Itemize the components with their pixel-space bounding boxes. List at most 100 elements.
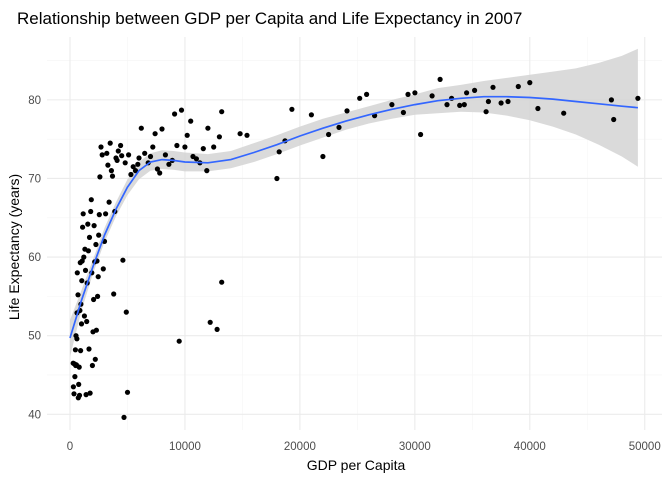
data-point	[72, 374, 78, 380]
data-point	[74, 336, 80, 342]
data-point	[70, 384, 76, 390]
data-point	[98, 144, 104, 150]
data-point	[76, 381, 82, 387]
data-point	[457, 102, 463, 108]
data-point	[483, 109, 489, 115]
data-point	[114, 157, 120, 163]
x-tick-label: 0	[67, 441, 73, 453]
y-axis-ticks: 40 50 60 70 80	[28, 95, 41, 421]
data-point	[207, 319, 213, 325]
data-point	[80, 211, 86, 217]
x-axis-ticks: 0 10000 20000 30000 40000 50000	[67, 441, 661, 453]
x-tick-label: 10000	[169, 441, 201, 453]
data-point	[91, 296, 97, 303]
data-point	[437, 76, 443, 82]
data-point	[120, 257, 126, 263]
data-point	[123, 309, 129, 315]
data-point	[320, 153, 326, 160]
data-point	[159, 126, 165, 132]
data-point	[237, 131, 243, 137]
data-point	[485, 98, 491, 105]
data-point	[105, 162, 111, 168]
data-point	[274, 175, 280, 182]
data-point	[96, 212, 102, 218]
minor-gridlines	[47, 37, 662, 430]
data-point	[200, 146, 206, 152]
data-point	[87, 390, 93, 396]
data-point	[444, 102, 450, 108]
data-point	[119, 153, 125, 159]
data-point	[130, 164, 136, 170]
data-point	[99, 152, 105, 158]
data-point	[103, 211, 109, 217]
chart-title: Relationship between GDP per Capita and …	[17, 9, 522, 28]
data-point	[211, 144, 217, 150]
data-point	[635, 95, 641, 101]
data-point	[132, 168, 139, 174]
data-point	[96, 232, 102, 238]
data-point	[561, 110, 567, 116]
data-point	[214, 326, 220, 332]
data-point	[95, 274, 101, 280]
data-point	[505, 98, 511, 105]
data-point	[109, 173, 116, 179]
data-point	[86, 234, 93, 240]
data-point	[128, 171, 134, 178]
data-point	[429, 93, 435, 99]
data-point	[85, 248, 91, 254]
data-point	[152, 131, 158, 137]
data-point	[515, 83, 521, 90]
data-point	[276, 149, 282, 155]
data-point	[193, 156, 199, 162]
data-point	[472, 87, 478, 93]
data-point	[405, 91, 411, 97]
data-point	[100, 266, 106, 272]
data-point	[162, 152, 168, 158]
data-point	[91, 223, 97, 229]
data-point	[86, 346, 92, 352]
data-point	[121, 414, 127, 420]
data-point	[412, 90, 418, 96]
data-point	[184, 132, 190, 138]
data-point	[174, 142, 180, 149]
y-tick-label: 60	[28, 252, 41, 264]
data-point	[89, 362, 95, 369]
data-point	[205, 125, 211, 131]
data-point	[81, 313, 87, 319]
data-point	[219, 279, 225, 285]
y-tick-label: 80	[28, 95, 41, 107]
data-point	[122, 160, 128, 166]
y-tick-label: 70	[28, 173, 41, 185]
data-point	[527, 80, 533, 86]
data-point	[389, 102, 395, 108]
data-point	[464, 90, 470, 96]
data-point	[182, 144, 188, 150]
data-point	[400, 109, 406, 116]
data-point	[80, 224, 86, 230]
data-point	[115, 148, 121, 154]
data-point	[97, 174, 103, 180]
data-point	[136, 155, 142, 161]
data-point	[124, 389, 131, 395]
data-point	[88, 197, 94, 203]
data-point	[147, 153, 154, 160]
data-point	[490, 84, 496, 90]
data-point	[178, 107, 185, 113]
data-point	[308, 112, 314, 118]
major-gridlines	[47, 37, 662, 430]
data-point	[92, 356, 98, 362]
data-point	[76, 364, 82, 370]
data-point	[83, 392, 89, 398]
y-tick-label: 40	[28, 409, 41, 421]
y-axis-title: Life Expectancy (years)	[6, 174, 22, 320]
data-point	[138, 125, 144, 131]
data-point	[326, 131, 332, 138]
data-point	[93, 241, 99, 248]
data-point	[118, 142, 124, 149]
data-point	[88, 208, 94, 215]
data-point	[106, 199, 112, 205]
data-point	[126, 152, 132, 158]
data-point	[336, 124, 342, 130]
data-point	[104, 150, 110, 156]
data-point	[289, 106, 295, 112]
